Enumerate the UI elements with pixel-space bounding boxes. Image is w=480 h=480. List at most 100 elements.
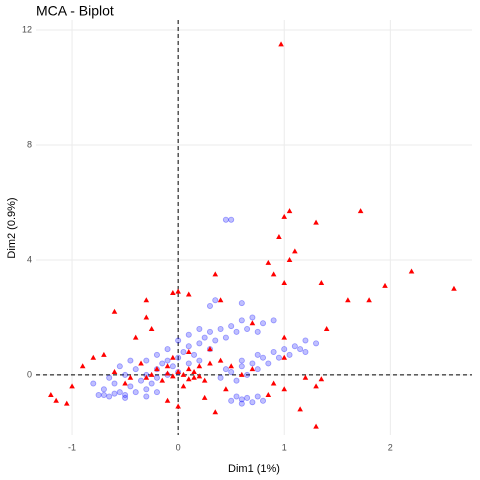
- category-point: [53, 397, 59, 403]
- category-point: [281, 213, 288, 219]
- chart-title: MCA - Biplot: [36, 3, 114, 19]
- category-point: [111, 308, 118, 314]
- point: [238, 317, 245, 324]
- point: [206, 328, 213, 335]
- point: [244, 371, 251, 378]
- point: [116, 363, 123, 370]
- y-tick-label: 12: [22, 24, 32, 34]
- category-point: [281, 386, 288, 392]
- category-point: [313, 219, 319, 225]
- point: [302, 348, 309, 355]
- point: [106, 374, 113, 381]
- point: [132, 366, 139, 373]
- category-point: [207, 360, 213, 366]
- category-point: [164, 370, 171, 376]
- point: [222, 366, 229, 373]
- point: [286, 351, 293, 358]
- point: [122, 371, 129, 378]
- point: [185, 331, 192, 338]
- point: [249, 360, 256, 367]
- category-point: [297, 406, 303, 412]
- category-point: [278, 41, 284, 47]
- category-point: [164, 397, 171, 403]
- category-point: [451, 285, 457, 291]
- category-point: [313, 423, 319, 429]
- category-point: [185, 366, 192, 372]
- point: [185, 360, 192, 367]
- point: [238, 300, 245, 307]
- category-point: [228, 363, 234, 369]
- point: [100, 386, 107, 393]
- point: [270, 348, 277, 355]
- point: [153, 351, 160, 358]
- point: [169, 363, 176, 370]
- point: [111, 380, 118, 387]
- point: [313, 340, 320, 347]
- category-point: [180, 383, 187, 389]
- category-point: [148, 325, 155, 331]
- category-point: [366, 297, 372, 303]
- point: [122, 394, 129, 401]
- point: [164, 346, 171, 353]
- point: [238, 363, 245, 370]
- category-point: [170, 290, 176, 296]
- category-point: [217, 297, 224, 303]
- point: [233, 393, 240, 400]
- point: [244, 325, 251, 332]
- category-point: [408, 268, 415, 274]
- category-point: [313, 383, 319, 389]
- point: [143, 386, 150, 393]
- point: [254, 328, 261, 335]
- category-point: [175, 288, 181, 294]
- point: [249, 399, 256, 406]
- point: [228, 216, 235, 223]
- point: [127, 357, 134, 364]
- point: [281, 346, 288, 353]
- point: [233, 377, 240, 384]
- point: [228, 323, 235, 330]
- category-point: [185, 291, 192, 297]
- y-axis-title: Dim2 (0.9%): [6, 197, 18, 258]
- category-point: [164, 363, 171, 369]
- point: [164, 357, 171, 364]
- category-point: [207, 346, 213, 352]
- point: [206, 302, 213, 309]
- point: [275, 354, 282, 361]
- category-point: [143, 314, 150, 320]
- point: [153, 389, 160, 396]
- point: [228, 397, 235, 404]
- category-point: [143, 297, 150, 303]
- point: [132, 389, 139, 396]
- category-point: [201, 377, 208, 383]
- category-point: [286, 208, 293, 214]
- category-point: [138, 360, 144, 366]
- point: [122, 392, 129, 399]
- point: [116, 389, 123, 396]
- point: [196, 325, 203, 332]
- point: [270, 317, 277, 324]
- point: [143, 393, 150, 400]
- point: [175, 354, 182, 361]
- point: [222, 334, 229, 341]
- point: [217, 374, 224, 381]
- point: [302, 337, 309, 344]
- category-point: [185, 348, 192, 354]
- category-point: [281, 334, 288, 340]
- category-point: [249, 366, 256, 372]
- category-point: [265, 392, 272, 398]
- category-point: [69, 383, 75, 389]
- point: [100, 392, 107, 399]
- point: [175, 337, 182, 344]
- point: [228, 369, 235, 376]
- category-point: [122, 380, 128, 386]
- category-point: [191, 369, 197, 375]
- category-point: [281, 354, 288, 360]
- category-point: [270, 380, 277, 386]
- category-point: [111, 369, 118, 375]
- point: [249, 314, 256, 321]
- point: [127, 383, 134, 390]
- point: [191, 351, 198, 358]
- x-tick-label: 2: [388, 442, 393, 452]
- category-point: [318, 376, 325, 382]
- x-axis-title: Dim1 (1%): [228, 463, 280, 475]
